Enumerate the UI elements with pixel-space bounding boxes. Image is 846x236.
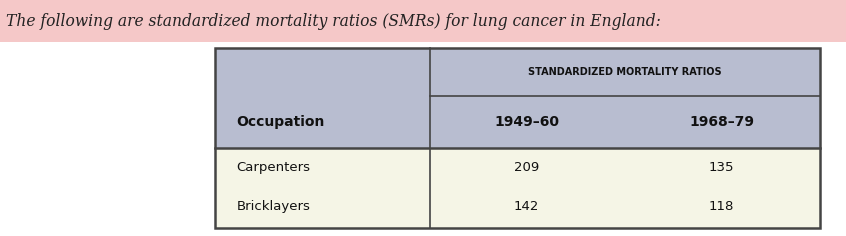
Bar <box>215 48 820 228</box>
Bar <box>215 148 820 228</box>
Text: The following are standardized mortality ratios (SMRs) for lung cancer in Englan: The following are standardized mortality… <box>6 13 661 30</box>
Text: 1949–60: 1949–60 <box>494 115 559 129</box>
Text: 209: 209 <box>514 161 539 174</box>
Bar <box>215 48 820 148</box>
Text: 135: 135 <box>709 161 734 174</box>
Text: Carpenters: Carpenters <box>237 161 310 174</box>
Text: 1968–79: 1968–79 <box>689 115 754 129</box>
Text: STANDARDIZED MORTALITY RATIOS: STANDARDIZED MORTALITY RATIOS <box>528 67 722 77</box>
Text: Occupation: Occupation <box>237 115 325 129</box>
Text: 118: 118 <box>709 200 734 213</box>
Text: 142: 142 <box>514 200 539 213</box>
Text: Bricklayers: Bricklayers <box>237 200 310 213</box>
Bar <box>0 0 846 42</box>
